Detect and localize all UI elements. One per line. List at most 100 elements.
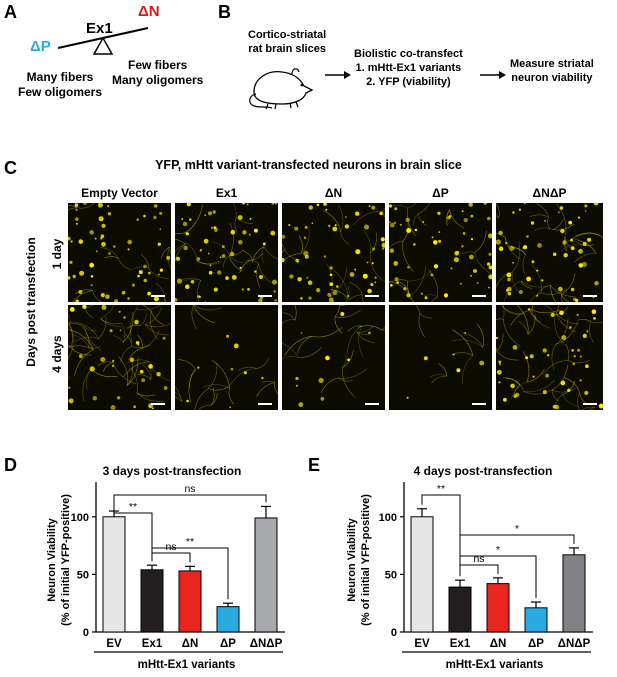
x-axis-label: mHtt-Ex1 variants xyxy=(446,659,544,671)
panel-letter-c: C xyxy=(4,158,17,178)
bar-3 xyxy=(524,607,548,633)
micrograph-1-day-delta-n xyxy=(282,203,385,302)
x-tick-label: ΔN xyxy=(182,638,199,650)
significance-label: ns xyxy=(184,483,195,495)
delta-p-description: Many fibers Few oligomers xyxy=(18,70,102,100)
micrograph-4-days-delta-n xyxy=(282,305,385,410)
significance-label: ** xyxy=(129,501,137,513)
panel-letter-d: D xyxy=(4,455,17,475)
bar-1 xyxy=(448,586,472,633)
delta-n-description: Few fibers Many oligomers xyxy=(112,58,203,88)
y-tick-label: 50 xyxy=(385,569,397,581)
x-tick-label: EV xyxy=(414,638,430,650)
chart-title: 3 days post-transfection xyxy=(103,464,242,478)
significance-label: ns xyxy=(473,553,484,565)
y-tick-label: 0 xyxy=(83,627,89,639)
micrograph-4-days-delta-n-delta-p xyxy=(496,305,603,410)
step1-text: Cortico-striatal rat brain slices xyxy=(248,28,326,56)
delta-p-desc-line2: Few oligomers xyxy=(18,85,103,99)
panel-letter-b: B xyxy=(218,2,231,22)
step3-text: Measure striatal neuron viability xyxy=(510,57,594,85)
seesaw-diagram xyxy=(57,27,149,55)
significance-label: ** xyxy=(437,483,445,495)
chart-title: 4 days post-transfection xyxy=(414,464,553,478)
micrograph-4-days-ex1 xyxy=(175,305,278,410)
scale-bar xyxy=(472,403,486,405)
row-label-1-day: 1 day xyxy=(50,238,64,270)
x-tick-label: ΔNΔP xyxy=(250,638,283,650)
step2-line1: Biolistic co-transfect xyxy=(354,48,463,60)
bar-0 xyxy=(410,516,434,633)
y-axis-label: Neuron Viability xyxy=(346,517,358,601)
bar-0 xyxy=(102,516,126,633)
x-tick-label: Ex1 xyxy=(142,638,163,650)
bar-chart-4-days: 4 days post-transfection 0 50 100 Neuron Via… xyxy=(346,464,593,671)
y-tick-label: 50 xyxy=(77,569,89,581)
y-tick-label: 100 xyxy=(71,512,89,524)
micrograph-1-day-ex1 xyxy=(175,203,278,302)
x-tick-label: ΔNΔP xyxy=(558,638,591,650)
scale-bar xyxy=(258,403,272,405)
panel-letter-a: A xyxy=(4,2,17,22)
significance-label: * xyxy=(496,544,500,556)
step1-line2: rat brain slices xyxy=(248,43,326,55)
row-axis-label: Days post transfection xyxy=(24,237,38,367)
column-header-empty-vector: Empty Vector xyxy=(81,186,158,200)
x-tick-label: EV xyxy=(106,638,122,650)
micrograph-1-day-delta-p xyxy=(389,203,492,302)
micrograph-4-days-delta-p xyxy=(389,305,492,410)
panel-letter-e: E xyxy=(308,455,321,475)
scale-bar xyxy=(583,403,597,405)
y-tick-label: 100 xyxy=(379,512,397,524)
step1-line1: Cortico-striatal xyxy=(248,29,327,41)
bar-2 xyxy=(178,570,202,633)
significance-label: ** xyxy=(186,536,194,548)
x-tick-label: Ex1 xyxy=(450,638,471,650)
micrograph-1-day-delta-n-delta-p xyxy=(496,203,603,302)
step3-line1: Measure striatal xyxy=(510,58,594,70)
scale-bar xyxy=(472,295,486,297)
scale-bar xyxy=(151,295,165,297)
arrow-icon-2 xyxy=(480,71,506,79)
significance-bracket xyxy=(459,564,499,577)
step2-text: Biolistic co-transfect 1. mHtt-Ex1 varia… xyxy=(354,47,463,89)
y-axis-label: Neuron Viability xyxy=(46,517,58,601)
step2-line2: 1. mHtt-Ex1 variants xyxy=(355,62,462,74)
y-axis-label-units: (% of initial YFP-positive) xyxy=(60,494,72,626)
x-tick-label: ΔP xyxy=(220,638,236,650)
bar-4 xyxy=(254,517,278,633)
bar-4 xyxy=(562,554,586,633)
x-tick-label: ΔN xyxy=(490,638,507,650)
bar-3 xyxy=(216,606,240,633)
column-header-delta-p: ΔP xyxy=(432,186,449,200)
bar-2 xyxy=(486,583,510,633)
column-header-ex1: Ex1 xyxy=(215,186,238,200)
micrograph-4-days-empty-vector xyxy=(68,305,171,410)
significance-bracket xyxy=(151,547,229,600)
rat-icon xyxy=(249,68,314,110)
significance-bracket xyxy=(459,534,575,575)
ex1-label: Ex1 xyxy=(86,20,113,37)
step2-line3: 2. YFP (viability) xyxy=(366,76,451,88)
arrow-icon-1 xyxy=(325,71,351,79)
delta-p-label: ΔP xyxy=(30,38,51,55)
significance-bracket xyxy=(113,507,153,562)
scale-bar xyxy=(583,295,597,297)
scale-bar xyxy=(258,295,272,297)
delta-p-desc-line1: Many fibers xyxy=(26,70,94,84)
scale-bar xyxy=(151,403,165,405)
scale-bar xyxy=(365,403,379,405)
significance-bracket xyxy=(113,494,267,508)
bar-chart-3-days: 3 days post-transfection 0 50 100 Neuron Via… xyxy=(46,464,285,671)
significance-label: * xyxy=(515,523,519,535)
y-tick-label: 0 xyxy=(391,627,397,639)
x-tick-label: ΔP xyxy=(528,638,544,650)
delta-n-desc-line1: Few fibers xyxy=(128,58,188,72)
scale-bar xyxy=(365,295,379,297)
significance-label: ns xyxy=(165,541,176,553)
step3-line2: neuron viability xyxy=(511,72,593,84)
delta-n-desc-line2: Many oligomers xyxy=(112,73,204,87)
x-axis-label: mHtt-Ex1 variants xyxy=(138,659,236,671)
micrograph-1-day-empty-vector xyxy=(68,203,171,302)
column-header-delta-n-delta-p: ΔNΔP xyxy=(532,186,567,200)
